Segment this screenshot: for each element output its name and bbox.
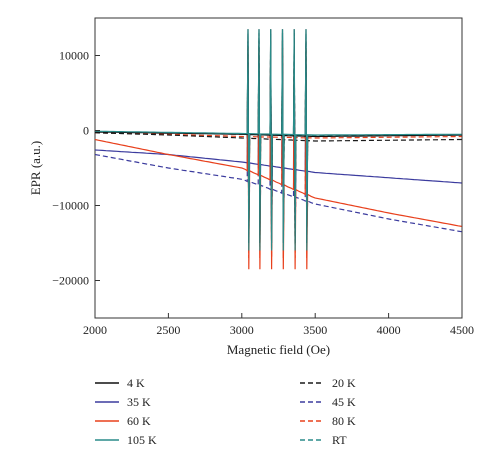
ticks-layer: 2000 2500 3000 3500 4000 4500 10000 0 −10000 −200… <box>52 49 474 338</box>
legend-label: 80 K <box>332 414 356 428</box>
y-tick-label: −10000 <box>52 199 89 213</box>
x-tick-label: 4500 <box>450 323 474 337</box>
x-tick-label: 3000 <box>230 323 254 337</box>
series-line <box>94 47 462 270</box>
legend-label: 45 K <box>332 395 356 409</box>
legend-label: 35 K <box>127 395 151 409</box>
legend-item: 60 K <box>95 414 151 428</box>
legend-item: 35 K <box>95 395 151 409</box>
x-tick-label: 2500 <box>156 323 180 337</box>
legend-label: 105 K <box>127 433 157 447</box>
legend-label: 60 K <box>127 414 151 428</box>
legend-label: 20 K <box>332 376 356 390</box>
series-layer <box>94 29 462 270</box>
y-axis-title: EPR (a.u.) <box>28 141 43 196</box>
series-line <box>94 70 462 233</box>
x-tick-label: 4000 <box>377 323 401 337</box>
legend-item: 80 K <box>300 414 356 428</box>
legend-label: 4 K <box>127 376 145 390</box>
y-tick-label: 0 <box>83 124 89 138</box>
legend-label: RT <box>332 433 347 447</box>
legend-item: RT <box>300 433 347 447</box>
legend-item: 20 K <box>300 376 356 390</box>
legend: 4 K 20 K 35 K 45 K 60 K 80 K 105 K RT <box>95 376 356 447</box>
legend-item: 105 K <box>95 433 157 447</box>
series-line <box>94 29 462 251</box>
legend-item: 45 K <box>300 395 356 409</box>
series-line <box>94 51 462 259</box>
series-line <box>94 29 462 244</box>
plot-frame <box>94 17 463 319</box>
plot-border <box>94 17 463 319</box>
x-tick-label: 2000 <box>83 323 107 337</box>
series-line <box>94 62 462 221</box>
x-axis-title: Magnetic field (Oe) <box>227 342 330 357</box>
y-tick-label: −20000 <box>52 274 89 288</box>
legend-item: 4 K <box>95 376 145 390</box>
y-tick-label: 10000 <box>59 49 89 63</box>
series-line <box>94 40 462 236</box>
x-tick-label: 3500 <box>303 323 327 337</box>
